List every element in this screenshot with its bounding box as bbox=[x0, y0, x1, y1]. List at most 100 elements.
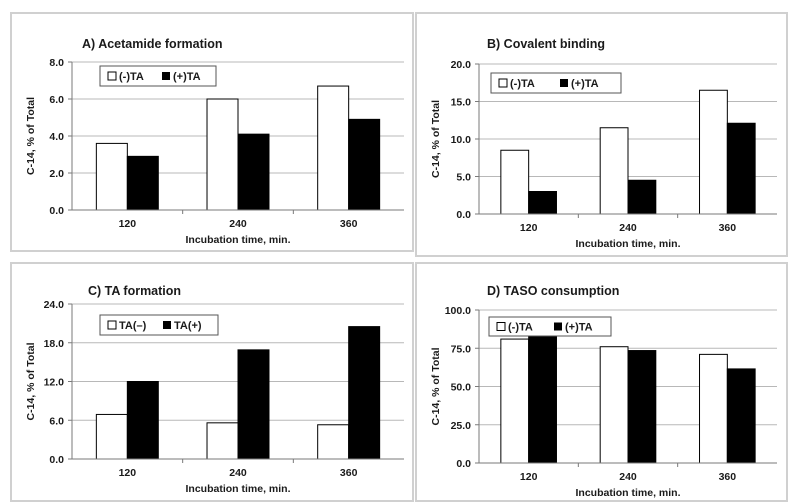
legend-label-series-2: (+)TA bbox=[571, 78, 599, 90]
x-tick-label: 240 bbox=[229, 218, 247, 230]
legend-label-series-1: TA(–) bbox=[119, 320, 147, 332]
bar-series-1 bbox=[95, 413, 128, 460]
y-tick-label: 0.0 bbox=[456, 209, 471, 221]
bar-series-2 bbox=[528, 191, 557, 215]
y-axis-label: C-14, % of Total bbox=[430, 100, 442, 178]
chart-panel-b: B) Covalent binding 0.0 5.0 10.0 15.0 20.0 1… bbox=[415, 12, 788, 257]
y-tick-label: 100.0 bbox=[445, 305, 471, 317]
bar-series-1 bbox=[95, 142, 128, 211]
x-axis-label: Incubation time, min. bbox=[575, 238, 680, 250]
y-tick-label: 4.0 bbox=[49, 131, 64, 143]
y-tick-label: 12.0 bbox=[44, 377, 65, 389]
y-tick-labels: 0.0 5.0 10.0 15.0 20.0 bbox=[451, 59, 472, 221]
x-tick-label: 120 bbox=[520, 222, 538, 234]
y-tick-label: 10.0 bbox=[451, 134, 472, 146]
legend: (-)TA (+)TA bbox=[490, 72, 622, 94]
legend-swatch-series-1 bbox=[498, 78, 508, 88]
x-tick-label: 360 bbox=[340, 467, 358, 479]
bar-series-1 bbox=[206, 98, 239, 211]
legend-label-series-2: (+)TA bbox=[173, 71, 201, 83]
y-tick-label: 50.0 bbox=[451, 382, 472, 394]
legend-box bbox=[99, 65, 217, 87]
legend-box bbox=[99, 314, 219, 336]
chart-panel-d: D) TASO consumption 0.0 25.0 50.0 75.0 100.0… bbox=[415, 262, 788, 502]
y-axis-label: C-14, % of Total bbox=[25, 342, 37, 420]
bars bbox=[500, 89, 756, 215]
x-tick-label: 240 bbox=[229, 467, 247, 479]
bar-series-2 bbox=[726, 368, 756, 464]
x-tick-label: 120 bbox=[520, 471, 538, 483]
bar-series-1 bbox=[317, 424, 350, 460]
y-tick-label: 25.0 bbox=[451, 420, 472, 432]
legend-label-series-1: (-)TA bbox=[508, 322, 533, 334]
bar-series-2 bbox=[627, 179, 657, 215]
y-tick-label: 0.0 bbox=[49, 454, 64, 466]
y-tick-labels: 0.0 6.0 12.0 18.0 24.0 bbox=[44, 299, 65, 466]
legend: (-)TA (+)TA bbox=[99, 65, 217, 87]
y-tick-label: 2.0 bbox=[49, 168, 64, 180]
legend-label-series-2: TA(+) bbox=[174, 320, 202, 332]
y-tick-label: 20.0 bbox=[451, 59, 472, 71]
bar-series-1 bbox=[206, 422, 239, 460]
y-tick-labels: 0.0 25.0 50.0 75.0 100.0 bbox=[445, 305, 471, 470]
y-axis-label: C-14, % of Total bbox=[430, 347, 442, 425]
chart-a-svg: A) Acetamide formation 0.0 2.0 4.0 6.0 8.0 1… bbox=[25, 37, 404, 246]
legend: TA(–) TA(+) bbox=[99, 314, 219, 336]
bar-series-2 bbox=[237, 349, 270, 460]
y-tick-labels: 0.0 2.0 4.0 6.0 8.0 bbox=[49, 57, 64, 217]
legend-swatch-series-1 bbox=[107, 320, 117, 330]
y-tick-label: 8.0 bbox=[49, 57, 64, 69]
y-tick-label: 15.0 bbox=[451, 97, 472, 109]
bars bbox=[95, 326, 381, 460]
y-tick-label: 18.0 bbox=[44, 338, 65, 350]
chart-title: A) Acetamide formation bbox=[82, 37, 223, 51]
legend-label-series-1: (-)TA bbox=[510, 78, 535, 90]
bar-series-2 bbox=[627, 350, 657, 464]
y-tick-label: 75.0 bbox=[451, 343, 472, 355]
bar-series-1 bbox=[317, 85, 350, 211]
y-tick-label: 0.0 bbox=[49, 205, 64, 217]
chart-b-svg: B) Covalent binding 0.0 5.0 10.0 15.0 20.0 1… bbox=[430, 37, 777, 250]
legend-label-series-2: (+)TA bbox=[565, 322, 593, 334]
bar-series-2 bbox=[126, 381, 159, 460]
bar-series-1 bbox=[599, 127, 629, 215]
legend-swatch-series-2 bbox=[162, 72, 170, 80]
chart-panel-c: C) TA formation 0.0 6.0 12.0 18.0 24.0 120 24… bbox=[10, 262, 414, 502]
y-tick-label: 5.0 bbox=[456, 172, 471, 184]
legend: (-)TA (+)TA bbox=[488, 316, 612, 337]
x-tick-label: 120 bbox=[119, 218, 137, 230]
x-tick-label: 360 bbox=[719, 471, 737, 483]
bar-series-2 bbox=[348, 118, 381, 211]
x-tick-label: 240 bbox=[619, 471, 637, 483]
bar-series-2 bbox=[528, 335, 557, 464]
chart-title: D) TASO consumption bbox=[487, 284, 619, 298]
x-tick-labels: 120 240 360 bbox=[520, 463, 736, 483]
x-axis-label: Incubation time, min. bbox=[185, 483, 290, 495]
bar-series-1 bbox=[500, 149, 530, 215]
legend-label-series-1: (-)TA bbox=[119, 71, 144, 83]
y-tick-label: 0.0 bbox=[456, 458, 471, 470]
x-tick-label: 360 bbox=[719, 222, 737, 234]
y-tick-label: 6.0 bbox=[49, 94, 64, 106]
x-axis-label: Incubation time, min. bbox=[185, 234, 290, 246]
x-tick-labels: 120 240 360 bbox=[119, 210, 358, 230]
legend-swatch-series-2 bbox=[163, 321, 171, 329]
legend-box bbox=[490, 72, 622, 94]
x-tick-labels: 120 240 360 bbox=[520, 214, 736, 234]
legend-box bbox=[488, 316, 612, 337]
bar-series-2 bbox=[237, 133, 270, 211]
x-tick-label: 240 bbox=[619, 222, 637, 234]
legend-swatch-series-1 bbox=[496, 322, 506, 331]
legend-swatch-series-2 bbox=[560, 79, 568, 87]
bar-series-1 bbox=[699, 353, 728, 464]
chart-c-svg: C) TA formation 0.0 6.0 12.0 18.0 24.0 120 24… bbox=[25, 284, 404, 495]
y-tick-label: 24.0 bbox=[44, 299, 65, 311]
chart-panel-a: A) Acetamide formation 0.0 2.0 4.0 6.0 8.0 1… bbox=[10, 12, 414, 252]
chart-d-svg: D) TASO consumption 0.0 25.0 50.0 75.0 100.0… bbox=[430, 284, 777, 499]
bar-series-1 bbox=[599, 346, 629, 464]
x-tick-label: 360 bbox=[340, 218, 358, 230]
bar-series-1 bbox=[699, 89, 728, 215]
bars bbox=[95, 85, 381, 211]
bars bbox=[500, 335, 756, 464]
bar-series-2 bbox=[126, 155, 159, 211]
